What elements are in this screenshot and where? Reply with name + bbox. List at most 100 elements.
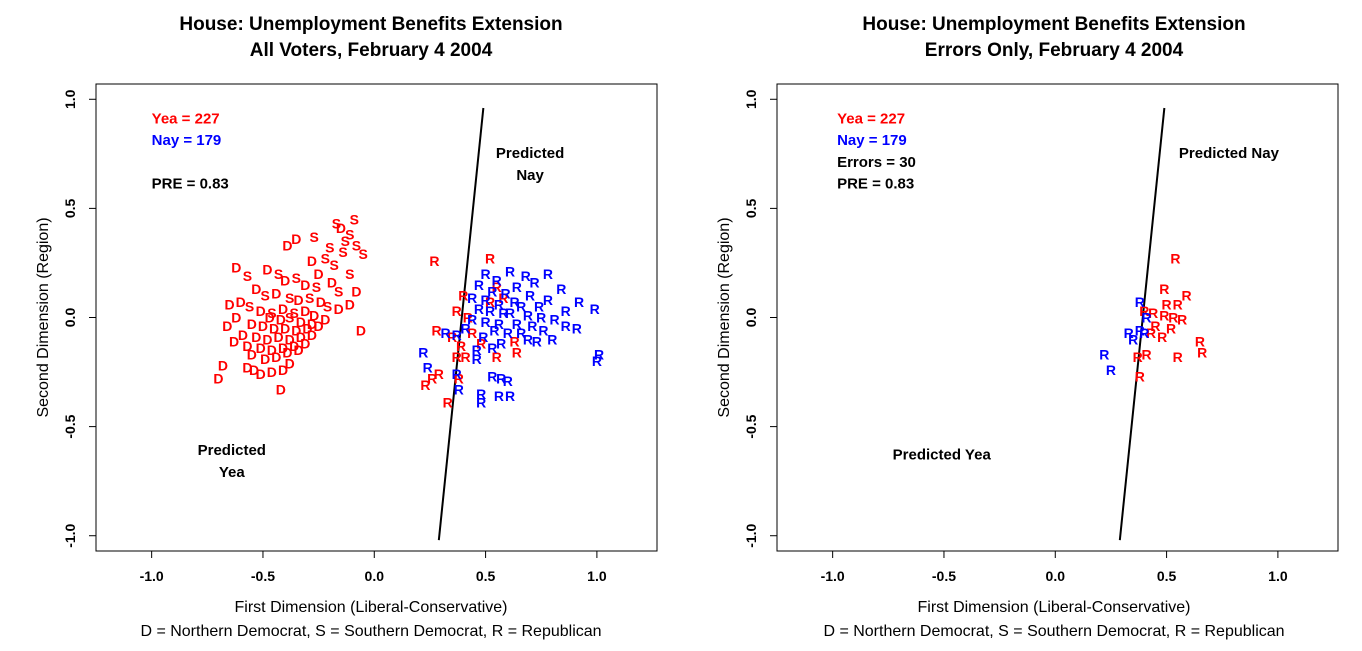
data-point: R: [1166, 320, 1176, 336]
data-point: R: [492, 272, 502, 288]
data-point: D: [327, 275, 337, 291]
data-point: R: [467, 312, 477, 328]
data-point: D: [282, 237, 292, 253]
data-point: D: [238, 327, 248, 343]
y-tick-label: 0.0: [62, 308, 78, 328]
data-point: D: [242, 360, 252, 376]
data-point: R: [474, 301, 484, 317]
data-point: R: [543, 266, 553, 282]
data-point: D: [218, 358, 228, 374]
data-point: R: [476, 395, 486, 411]
data-point: R: [561, 303, 571, 319]
data-point: R: [452, 327, 462, 343]
data-point: R: [512, 279, 522, 295]
data-point: R: [561, 318, 571, 334]
data-point: R: [536, 310, 546, 326]
data-point: R: [505, 264, 515, 280]
data-point: R: [485, 303, 495, 319]
data-point: R: [496, 371, 506, 387]
data-point: D: [296, 314, 306, 330]
data-point: R: [523, 331, 533, 347]
x-tick-label: 1.0: [587, 568, 607, 584]
data-point: R: [474, 277, 484, 293]
data-point: S: [332, 216, 341, 232]
data-point: D: [285, 331, 295, 347]
data-point: D: [271, 349, 281, 365]
data-point: R: [472, 351, 482, 367]
data-point: D: [262, 331, 272, 347]
data-point: R: [485, 251, 495, 267]
data-point: R: [509, 294, 519, 310]
data-point: R: [454, 382, 464, 398]
data-point: R: [418, 344, 428, 360]
data-point: D: [302, 320, 312, 336]
data-point: S: [292, 270, 301, 286]
data-point: R: [498, 305, 508, 321]
data-point: D: [351, 283, 361, 299]
data-point: R: [1135, 294, 1145, 310]
data-point: S: [325, 240, 334, 256]
data-point: R: [460, 349, 470, 365]
data-point: R: [534, 299, 544, 315]
data-point: D: [314, 266, 324, 282]
data-point: R: [505, 388, 515, 404]
data-point: D: [225, 296, 235, 312]
data-point: S: [345, 266, 354, 282]
data-point: D: [222, 318, 232, 334]
x-tick-label: 0.0: [1046, 568, 1066, 584]
data-point: D: [278, 362, 288, 378]
data-point: R: [1099, 347, 1109, 363]
data-point: D: [256, 303, 266, 319]
data-point: R: [594, 347, 604, 363]
data-point: R: [447, 329, 457, 345]
data-point: D: [285, 355, 295, 371]
data-point: D: [247, 347, 257, 363]
data-point: R: [443, 395, 453, 411]
data-point: D: [334, 301, 344, 317]
data-point: S: [309, 229, 318, 245]
legend-caption: D = Northern Democrat, S = Southern Demo…: [823, 623, 1284, 640]
data-point: D: [320, 312, 330, 328]
x-tick-label: 1.0: [1268, 568, 1288, 584]
data-point: S: [285, 290, 294, 306]
y-tick-label: 0.0: [743, 308, 759, 328]
y-tick-label: -0.5: [743, 414, 759, 438]
data-point: S: [358, 246, 367, 262]
data-point: S: [289, 305, 298, 321]
data-point: R: [1139, 325, 1149, 341]
data-point: D: [276, 312, 286, 328]
data-point: D: [291, 323, 301, 339]
data-point: R: [1159, 307, 1169, 323]
region-label: Nay: [516, 167, 544, 184]
data-point: R: [460, 320, 470, 336]
plot-frame: [95, 83, 658, 552]
data-point: D: [356, 323, 366, 339]
data-point: R: [427, 371, 437, 387]
data-point: D: [289, 338, 299, 354]
data-point: R: [509, 334, 519, 350]
data-point: D: [314, 318, 324, 334]
data-point: R: [434, 366, 444, 382]
data-point: R: [1139, 303, 1149, 319]
data-point: R: [538, 323, 548, 339]
data-point: D: [249, 362, 259, 378]
data-point: R: [494, 388, 504, 404]
data-point: R: [456, 338, 466, 354]
data-point: R: [1195, 334, 1205, 350]
data-point: S: [305, 290, 314, 306]
data-point: R: [463, 310, 473, 326]
data-point: D: [269, 320, 279, 336]
data-point: D: [258, 318, 268, 334]
data-point: R: [458, 288, 468, 304]
data-point: R: [1106, 362, 1116, 378]
data-point: D: [271, 285, 281, 301]
x-tick-label: -1.0: [821, 568, 845, 584]
data-point: R: [1173, 296, 1183, 312]
x-axis-label: First Dimension (Liberal-Conservative): [918, 599, 1191, 616]
region-label: Predicted Nay: [1179, 145, 1280, 162]
data-point: S: [341, 233, 350, 249]
region-label: Predicted: [496, 145, 564, 162]
data-point: D: [278, 340, 288, 356]
data-point: R: [1128, 331, 1138, 347]
data-point: R: [489, 323, 499, 339]
